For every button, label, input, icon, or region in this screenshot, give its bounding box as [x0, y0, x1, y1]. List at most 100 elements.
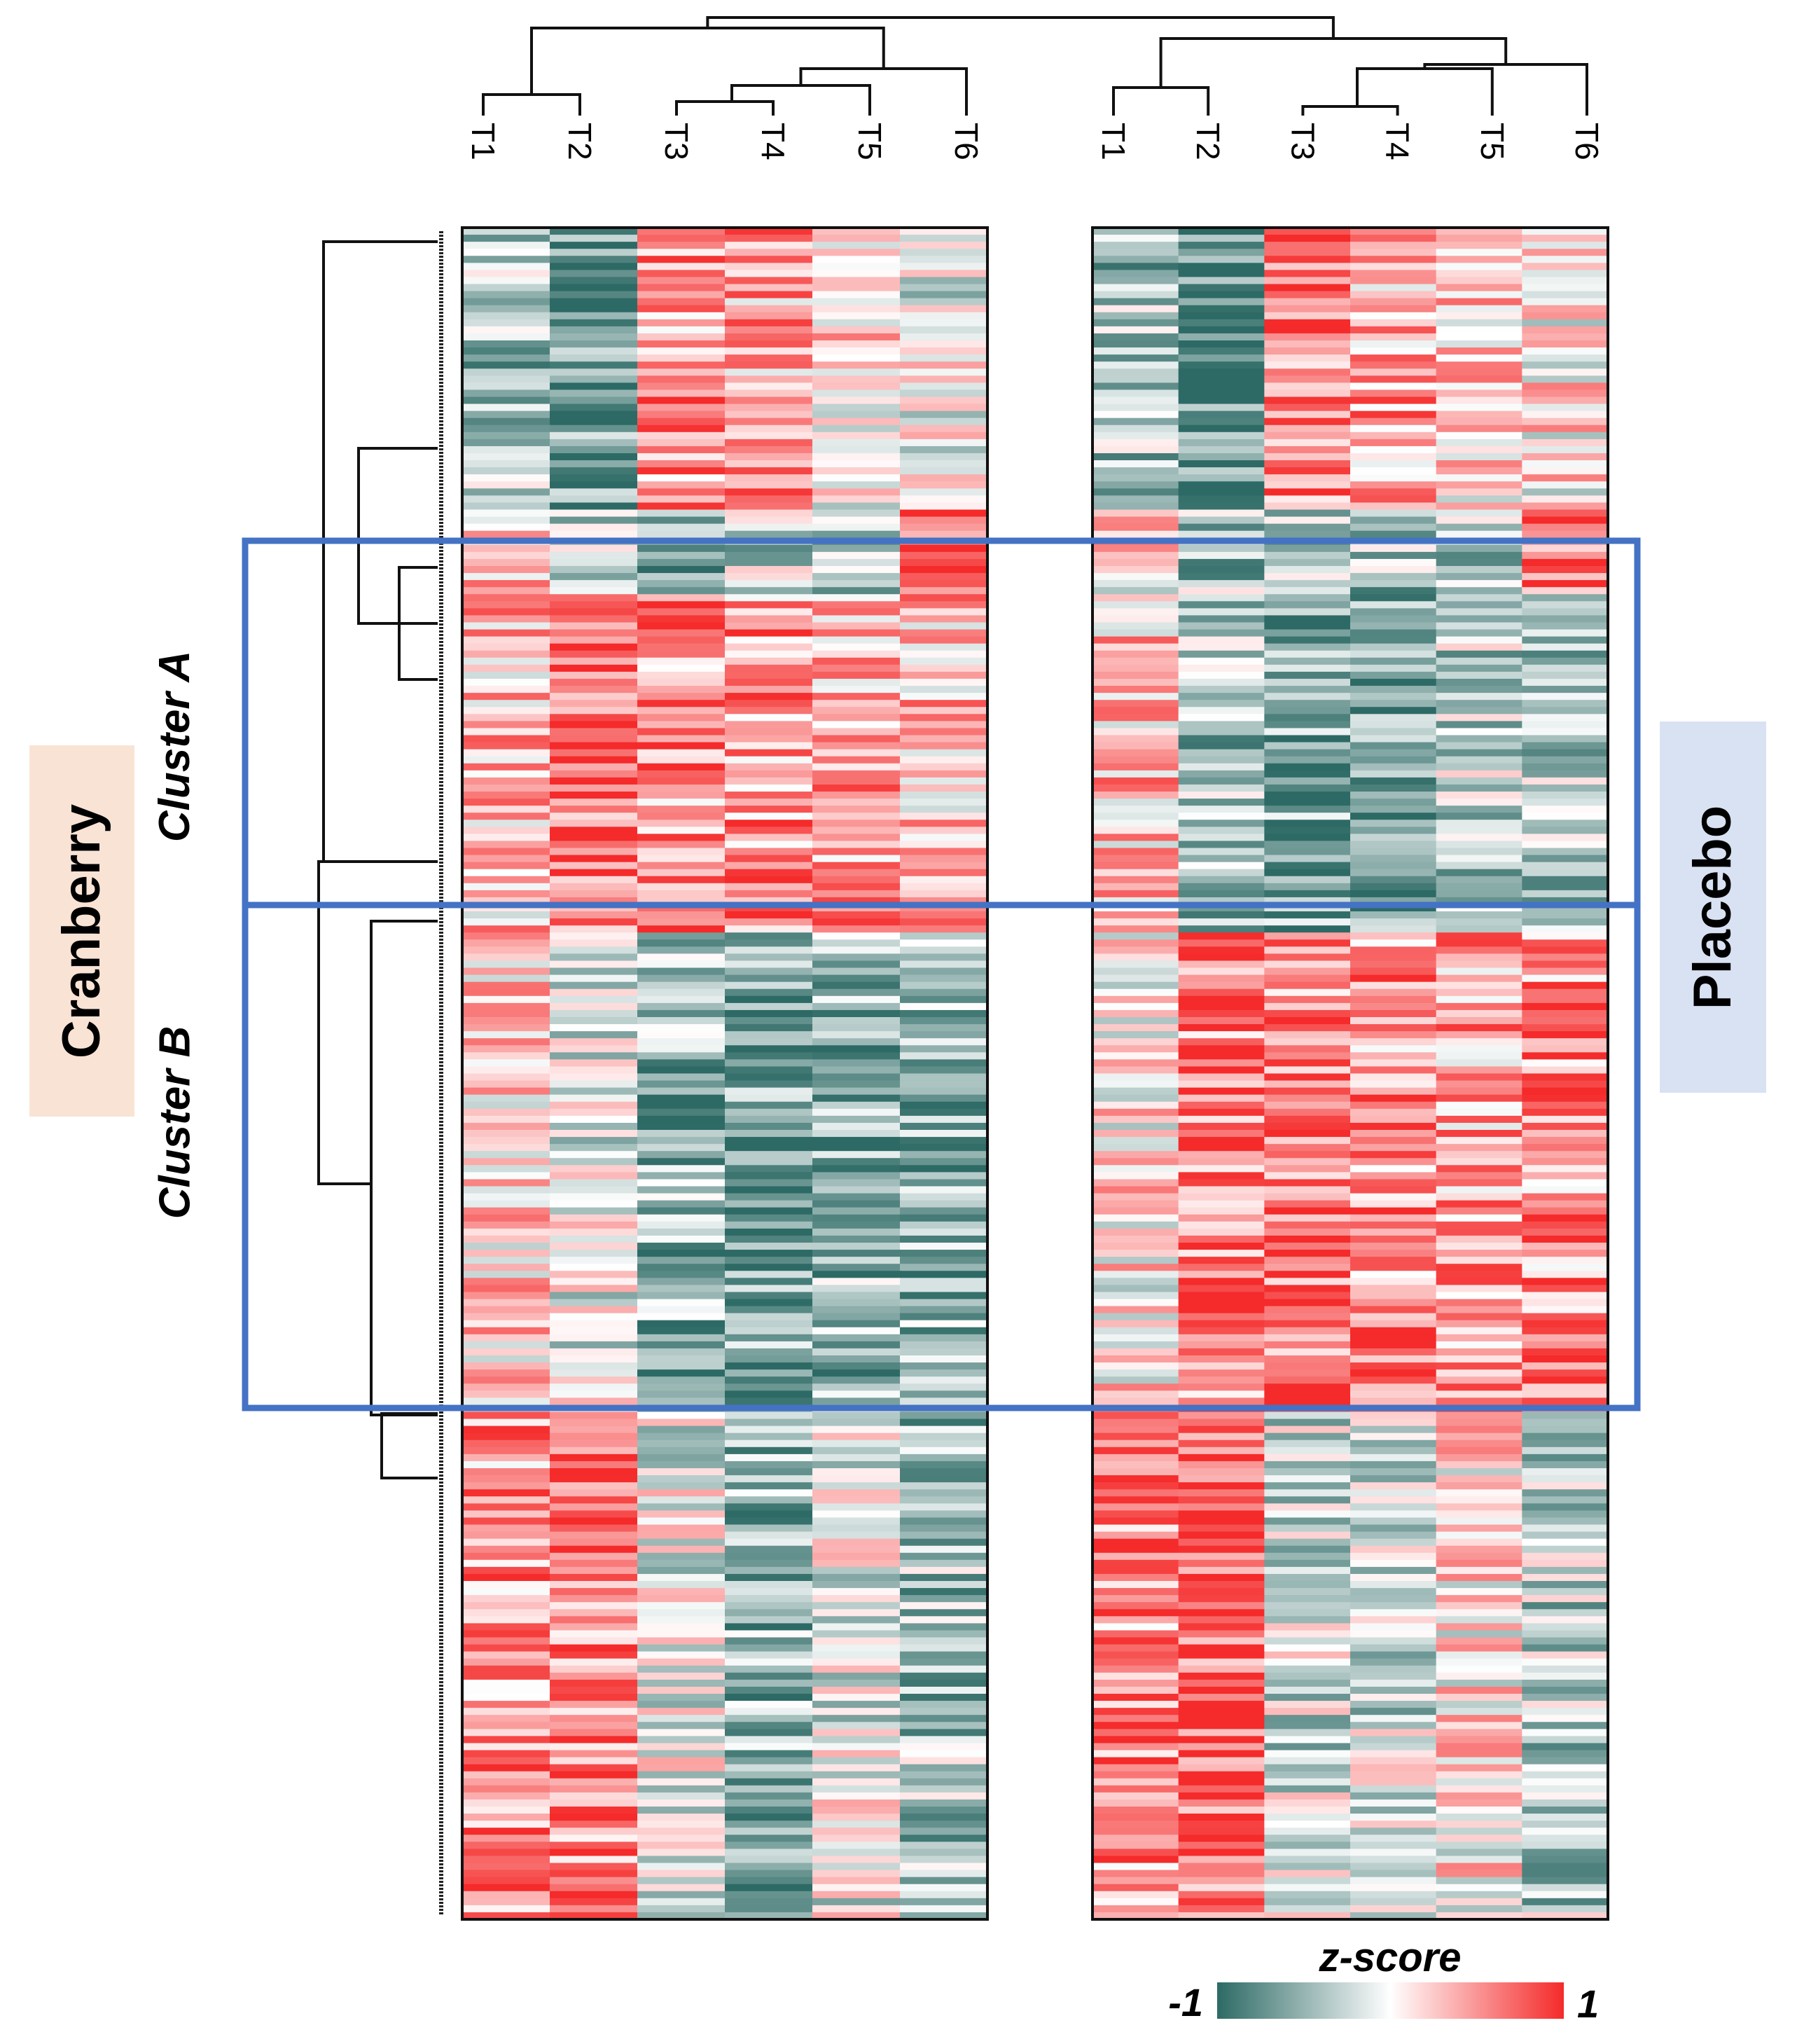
heatmap-cell — [900, 876, 988, 884]
heatmap-cell — [637, 474, 726, 482]
heatmap-cell — [900, 1778, 988, 1786]
heatmap-cell — [1092, 263, 1179, 270]
heatmap-cell — [1436, 1285, 1522, 1293]
heatmap-cell — [462, 686, 550, 693]
heatmap-cell — [637, 967, 726, 976]
column-label-t3: T3 — [658, 123, 695, 160]
heatmap-cell — [1436, 813, 1522, 820]
heatmap-cell — [725, 1814, 813, 1821]
heatmap-cell — [725, 1912, 813, 1920]
heatmap-cell — [1350, 869, 1437, 877]
heatmap-cell — [550, 827, 638, 834]
heatmap-cell — [1350, 509, 1437, 518]
heatmap-cell — [1092, 1757, 1179, 1765]
heatmap-cell — [1178, 1334, 1265, 1342]
heatmap-cell — [1178, 1137, 1265, 1145]
heatmap-cell — [1436, 1828, 1522, 1835]
heatmap-cell — [1350, 686, 1437, 693]
heatmap-cell — [812, 1446, 901, 1455]
heatmap-cell — [725, 1172, 813, 1180]
heatmap-cell — [1350, 1856, 1437, 1864]
heatmap-cell — [725, 1552, 813, 1561]
heatmap-cell — [1522, 354, 1609, 362]
heatmap-cell — [1522, 1898, 1609, 1906]
heatmap-cell — [1522, 777, 1609, 785]
heatmap-cell — [550, 679, 638, 686]
heatmap-cell — [725, 1446, 813, 1455]
heatmap-cell — [1522, 249, 1609, 256]
heatmap-cell — [1178, 883, 1265, 891]
heatmap-cell — [1264, 799, 1351, 806]
heatmap-cell — [812, 707, 901, 714]
heatmap-cell — [1264, 319, 1351, 327]
heatmap-cell — [812, 1115, 901, 1124]
heatmap-cell — [1436, 502, 1522, 511]
heatmap-cell — [1350, 1715, 1437, 1722]
heatmap-cell — [1264, 256, 1351, 263]
heatmap-cell — [1350, 1362, 1437, 1370]
heatmap-cell — [1350, 1158, 1437, 1166]
heatmap-cell — [1092, 700, 1179, 707]
heatmap-cell — [1264, 700, 1351, 707]
heatmap-cell — [462, 1496, 550, 1504]
heatmap-cell — [1350, 516, 1437, 525]
heatmap-cell — [462, 1080, 550, 1089]
cluster-a-label: Cluster A — [144, 613, 207, 879]
heatmap-cell — [637, 1750, 726, 1758]
heatmap-cell — [1092, 1257, 1179, 1264]
heatmap-cell — [1178, 1566, 1265, 1575]
heatmap-cell — [1522, 347, 1609, 355]
heatmap-cell — [1264, 679, 1351, 686]
heatmap-cell — [900, 1264, 988, 1271]
heatmap-cell — [1264, 650, 1351, 658]
heatmap-cell — [1436, 1432, 1522, 1441]
heatmap-cell — [1178, 263, 1265, 270]
heatmap-cell — [1092, 1292, 1179, 1300]
heatmap-cell — [725, 1531, 813, 1540]
heatmap-cell — [1522, 721, 1609, 729]
heatmap-cell — [637, 1115, 726, 1124]
heatmap-cell — [1522, 707, 1609, 714]
heatmap-cell — [1436, 890, 1522, 898]
heatmap-cell — [725, 601, 813, 609]
heatmap-cell — [1350, 1376, 1437, 1384]
heatmap-cell — [1178, 714, 1265, 721]
heatmap-cell — [1522, 594, 1609, 602]
heatmap-cell — [462, 932, 550, 940]
heatmap-cell — [812, 1221, 901, 1229]
heatmap-cell — [1092, 974, 1179, 983]
heatmap-cell — [550, 1694, 638, 1701]
heatmap-cell — [1092, 1052, 1179, 1060]
heatmap-cell — [1092, 502, 1179, 511]
heatmap-cell — [637, 1672, 726, 1680]
heatmap-cell — [1350, 834, 1437, 842]
heatmap-cell — [1264, 1334, 1351, 1342]
heatmap-cell — [1178, 1172, 1265, 1180]
heatmap-cell — [812, 1453, 901, 1462]
heatmap-cell — [1350, 1912, 1437, 1920]
heatmap-cell — [462, 1771, 550, 1779]
heatmap-cell — [1436, 1870, 1522, 1878]
heatmap-cell — [1436, 235, 1522, 242]
heatmap-cell — [1436, 679, 1522, 686]
heatmap-cell — [550, 1341, 638, 1349]
heatmap-cell — [1178, 1701, 1265, 1708]
heatmap-cell — [1264, 551, 1351, 560]
heatmap-cell — [1092, 375, 1179, 383]
heatmap-cell — [1178, 1482, 1265, 1490]
heatmap-cell — [1350, 270, 1437, 278]
heatmap-cell — [462, 813, 550, 820]
heatmap-cell — [550, 354, 638, 362]
heatmap-cell — [550, 1750, 638, 1758]
heatmap-cell — [462, 1842, 550, 1849]
heatmap-cell — [462, 1165, 550, 1173]
heatmap-cell — [462, 305, 550, 313]
heatmap-cell — [1350, 1397, 1437, 1406]
heatmap-cell — [1092, 1870, 1179, 1878]
heatmap-cell — [1178, 1144, 1265, 1152]
heatmap-cell — [1350, 354, 1437, 362]
heatmap-cell — [1436, 1115, 1522, 1124]
heatmap-cell — [725, 242, 813, 249]
heatmap-cell — [1436, 1165, 1522, 1173]
heatmap-cell — [1436, 1200, 1522, 1208]
